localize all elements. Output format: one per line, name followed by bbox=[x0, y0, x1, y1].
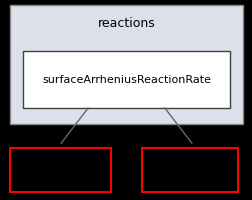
FancyBboxPatch shape bbox=[10, 6, 242, 124]
FancyBboxPatch shape bbox=[23, 52, 229, 108]
FancyBboxPatch shape bbox=[141, 148, 237, 192]
Text: reactions: reactions bbox=[97, 17, 155, 30]
FancyBboxPatch shape bbox=[10, 148, 111, 192]
Text: surfaceArrheniusReactionRate: surfaceArrheniusReactionRate bbox=[42, 75, 210, 85]
